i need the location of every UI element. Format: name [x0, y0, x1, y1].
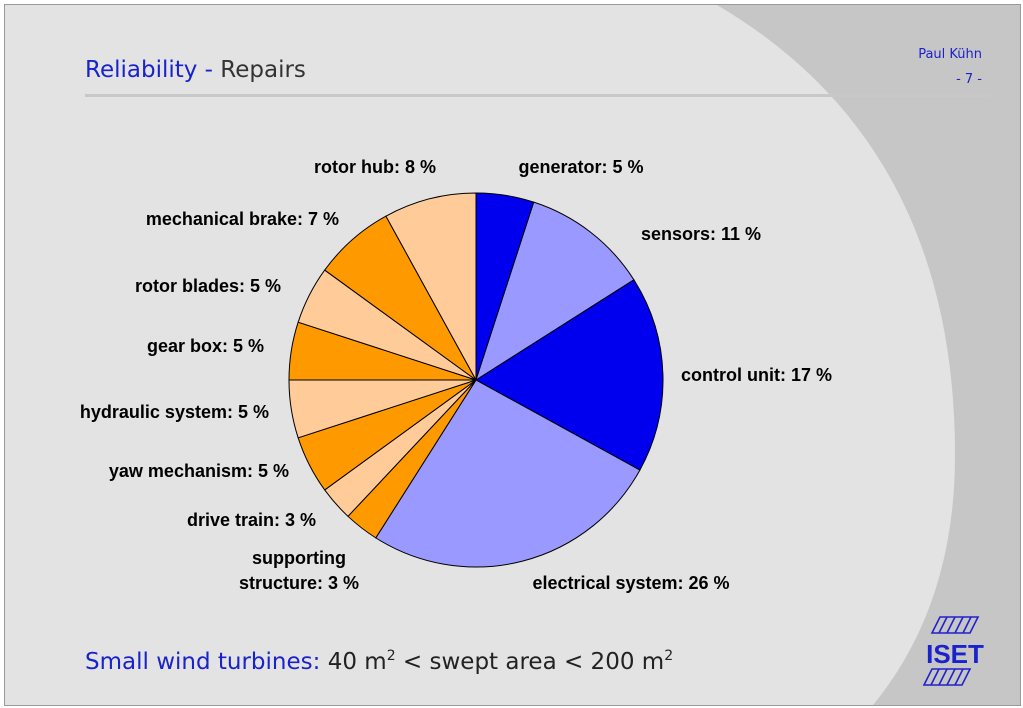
logo-text: ISET: [926, 639, 984, 669]
footer-sub-part1: 40 m: [327, 649, 387, 675]
pie-chart: generator: 5 % sensors: 11 % control unit:…: [80, 157, 832, 593]
slice-label-sensors: sensors: 11 %: [641, 224, 761, 244]
slice-label-yaw-mechanism: yaw mechanism: 5 %: [109, 461, 289, 481]
pie-labels: generator: 5 % sensors: 11 % control unit:…: [80, 157, 832, 593]
title-sub: Repairs: [220, 57, 306, 83]
slice-label-rotor-hub: rotor hub: 8 %: [314, 157, 436, 177]
author-name: Paul Kühn: [918, 47, 982, 62]
title-divider: [85, 94, 990, 97]
slice-label-supporting-structure: supporting structure: 3 %: [239, 548, 359, 593]
pie-slice-electrical-system: [375, 379, 641, 568]
slice-label-generator: generator: 5 %: [518, 157, 643, 177]
footer-main: Small wind turbines:: [85, 649, 321, 675]
pie-slice-sensors: [475, 201, 635, 382]
footer-sup2: 2: [664, 648, 674, 664]
slice-label-electrical-system: electrical system: 26 %: [532, 573, 729, 593]
slice-label-hydraulic-system: hydraulic system: 5 %: [80, 402, 269, 422]
slice-label-mechanical-brake: mechanical brake: 7 %: [146, 209, 339, 229]
slice-label-gear-box: gear box: 5 %: [147, 336, 264, 356]
page-title: Reliability - Repairs: [85, 57, 306, 83]
footer-sup1: 2: [386, 648, 396, 664]
slide: Reliability - Repairs Paul Kühn - 7 - ge…: [4, 4, 1021, 706]
pie-slice-rotor-hub: [385, 192, 477, 381]
page-number: - 7 -: [956, 72, 982, 87]
footer-sub-part2: < swept area < 200 m: [395, 649, 665, 675]
slice-label-drive-train: drive train: 3 %: [187, 510, 316, 530]
iset-logo: ISET: [922, 616, 984, 686]
footer-sub: 40 m2 < swept area < 200 m2: [327, 648, 674, 675]
slice-label-rotor-blades: rotor blades: 5 %: [135, 276, 281, 296]
pie-slices: [288, 192, 664, 568]
slice-label-control-unit: control unit: 17 %: [681, 365, 832, 385]
pie-slice-control-unit: [475, 279, 664, 471]
footer-caption: Small wind turbines: 40 m2 < swept area …: [85, 648, 673, 675]
title-main: Reliability -: [85, 57, 213, 83]
